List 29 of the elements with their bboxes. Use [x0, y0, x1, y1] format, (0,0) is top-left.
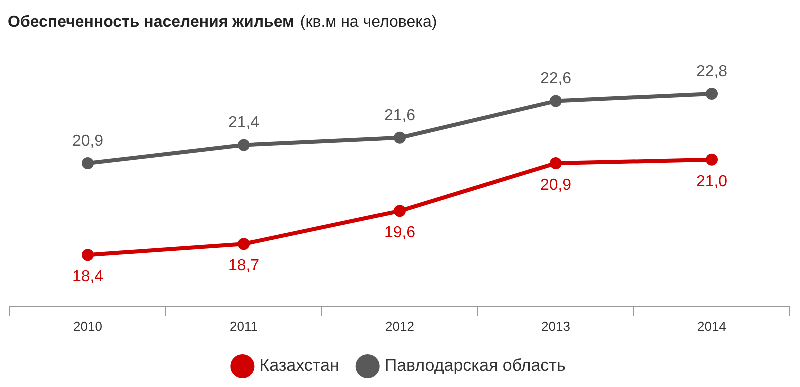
data-label: 21,6	[384, 107, 416, 124]
data-label: 22,8	[696, 63, 728, 80]
point	[550, 158, 562, 170]
data-label: 19,6	[384, 224, 416, 242]
point	[394, 132, 406, 144]
data-label: 21,4	[228, 114, 260, 132]
data-label: 21,0	[696, 173, 728, 190]
point	[706, 88, 718, 100]
data-label: 18,7	[228, 258, 260, 275]
point	[238, 139, 250, 152]
x-tick-label: 2010	[74, 318, 102, 334]
point	[394, 205, 406, 218]
data-label: 18,4	[72, 268, 104, 286]
legend-label: Павлодарская область	[384, 356, 566, 376]
data-label: 22,6	[540, 70, 572, 88]
point	[706, 154, 718, 166]
legend-label: Казахстан	[260, 356, 340, 376]
chart-title: Обеспеченность населения жильем	[8, 14, 294, 31]
x-tick-label: 2012	[386, 318, 414, 334]
data-label: 20,9	[72, 132, 104, 150]
x-tick-label: 2011	[230, 318, 258, 334]
data-label: 20,9	[540, 176, 572, 194]
point	[82, 158, 94, 170]
chart-subtitle: (кв.м на человека)	[300, 14, 438, 31]
x-tick-label: 2013	[542, 318, 570, 334]
x-tick-label: 2014	[698, 318, 726, 334]
point	[238, 238, 250, 250]
point	[82, 249, 94, 262]
point	[550, 95, 562, 108]
